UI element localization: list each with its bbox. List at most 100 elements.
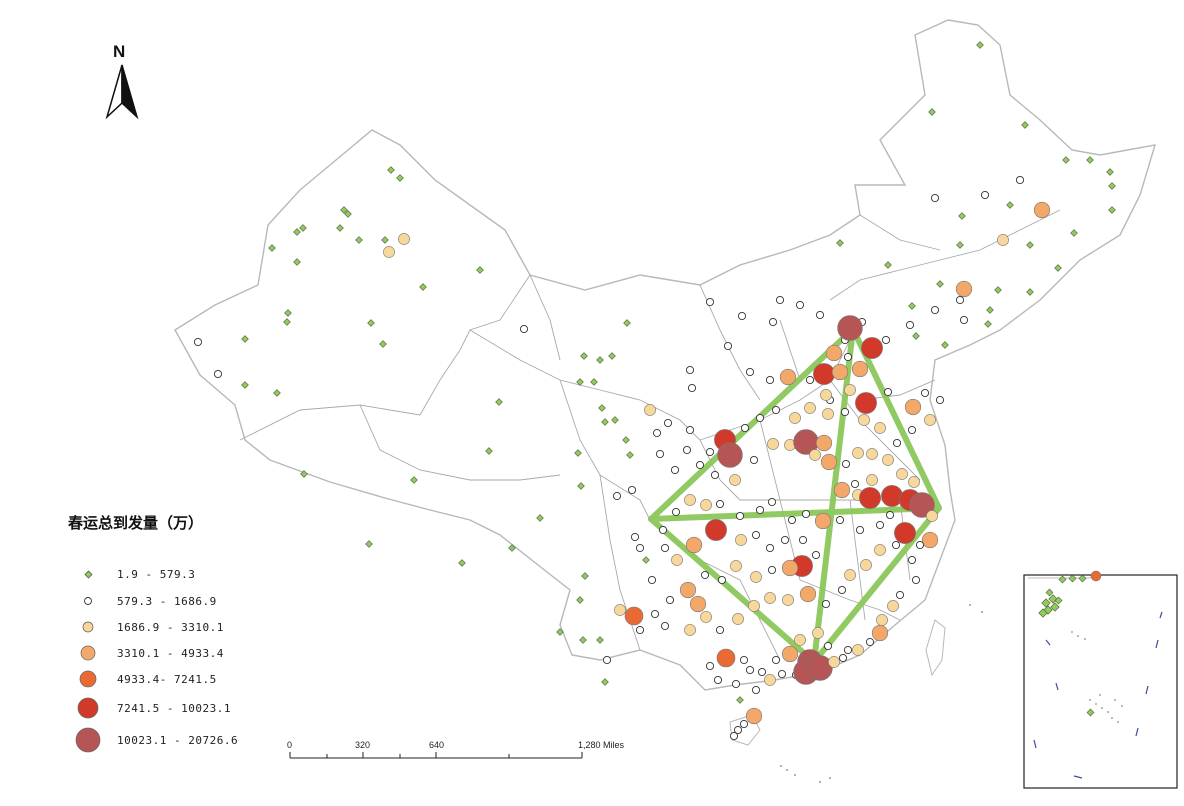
city-symbol xyxy=(835,515,845,525)
city-symbol xyxy=(908,476,920,488)
city-symbol xyxy=(729,474,741,486)
legend-symbol-2 xyxy=(84,597,92,605)
city-symbol xyxy=(994,286,1002,294)
city-symbol xyxy=(822,408,834,420)
city-symbol xyxy=(458,559,466,567)
city-symbol xyxy=(780,535,790,545)
legend-label-4: 3310.1 - 4933.4 xyxy=(117,647,224,660)
city-symbol xyxy=(602,655,612,665)
city-symbol xyxy=(1006,201,1014,209)
city-symbol xyxy=(495,398,503,406)
legend-symbol-4 xyxy=(80,645,96,661)
city-symbol xyxy=(284,309,292,317)
city-symbol xyxy=(781,645,799,663)
city-symbol xyxy=(852,447,864,459)
city-symbol xyxy=(626,451,634,459)
city-symbol xyxy=(855,392,877,414)
city-symbol xyxy=(658,525,668,535)
city-symbol xyxy=(355,236,363,244)
city-symbol xyxy=(874,544,886,556)
city-symbol xyxy=(814,512,832,530)
city-symbol xyxy=(379,340,387,348)
city-symbol xyxy=(861,337,883,359)
scale-tick-0: 0 xyxy=(287,740,293,750)
city-symbol xyxy=(820,389,832,401)
city-symbol xyxy=(729,731,739,741)
city-symbol xyxy=(866,448,878,460)
city-symbol xyxy=(755,413,765,423)
city-symbol xyxy=(986,306,994,314)
city-symbol xyxy=(577,482,585,490)
city-symbol xyxy=(794,634,806,646)
city-symbol xyxy=(283,318,291,326)
city-symbol xyxy=(623,319,631,327)
city-symbol xyxy=(1026,241,1034,249)
city-symbol xyxy=(881,335,891,345)
city-symbol xyxy=(821,599,831,609)
city-symbol xyxy=(396,174,404,182)
city-symbol xyxy=(751,530,761,540)
city-symbol xyxy=(837,585,847,595)
city-symbol xyxy=(739,719,749,729)
city-symbol xyxy=(941,341,949,349)
city-symbol xyxy=(670,465,680,475)
city-symbol xyxy=(751,685,761,695)
city-symbol xyxy=(735,511,745,521)
city-symbol xyxy=(920,388,930,398)
inset-map xyxy=(1023,570,1178,789)
city-symbol xyxy=(905,320,915,330)
city-symbol xyxy=(843,352,853,362)
city-symbol xyxy=(841,459,851,469)
country-outline xyxy=(174,19,1156,691)
city-symbol xyxy=(715,499,725,509)
city-symbol xyxy=(387,166,395,174)
city-symbol xyxy=(622,436,630,444)
city-symbol xyxy=(892,438,902,448)
legend-symbol-3 xyxy=(82,621,94,633)
city-symbol xyxy=(815,310,825,320)
city-symbol xyxy=(700,611,712,623)
city-symbol xyxy=(1108,182,1116,190)
city-symbol xyxy=(976,41,984,49)
city-symbol xyxy=(805,375,815,385)
city-symbol xyxy=(812,627,824,639)
city-symbol xyxy=(787,515,797,525)
small-islands xyxy=(780,604,983,783)
city-symbol xyxy=(684,494,696,506)
city-symbol xyxy=(700,499,712,511)
city-symbol xyxy=(213,369,223,379)
city-symbol xyxy=(735,534,747,546)
legend-symbol-7 xyxy=(75,727,101,753)
city-symbol xyxy=(865,637,875,647)
city-symbol xyxy=(807,655,833,681)
city-symbol xyxy=(755,505,765,515)
city-symbol xyxy=(614,604,626,616)
city-symbol xyxy=(928,108,936,116)
city-symbol xyxy=(612,491,622,501)
city-symbol xyxy=(894,522,916,544)
legend-symbol-5 xyxy=(79,670,97,688)
city-symbol xyxy=(344,210,352,218)
city-symbol xyxy=(804,402,816,414)
city-symbol xyxy=(843,645,853,655)
city-symbol xyxy=(935,395,945,405)
city-symbol xyxy=(876,614,888,626)
city-symbol xyxy=(907,425,917,435)
city-symbol xyxy=(831,363,849,381)
city-symbol xyxy=(984,320,992,328)
city-symbol xyxy=(736,696,744,704)
network-line-chengdu-guangzhou xyxy=(648,516,817,665)
city-symbol xyxy=(1054,264,1062,272)
city-symbol xyxy=(723,341,733,351)
city-symbol xyxy=(1062,156,1070,164)
city-symbol xyxy=(299,224,307,232)
city-symbol xyxy=(650,609,660,619)
city-symbol xyxy=(581,572,589,580)
city-symbol xyxy=(745,665,755,675)
city-symbol xyxy=(912,332,920,340)
city-symbol xyxy=(924,414,936,426)
city-symbol xyxy=(798,535,808,545)
city-symbol xyxy=(820,453,838,471)
city-symbol xyxy=(1021,121,1029,129)
city-symbol xyxy=(383,246,395,258)
